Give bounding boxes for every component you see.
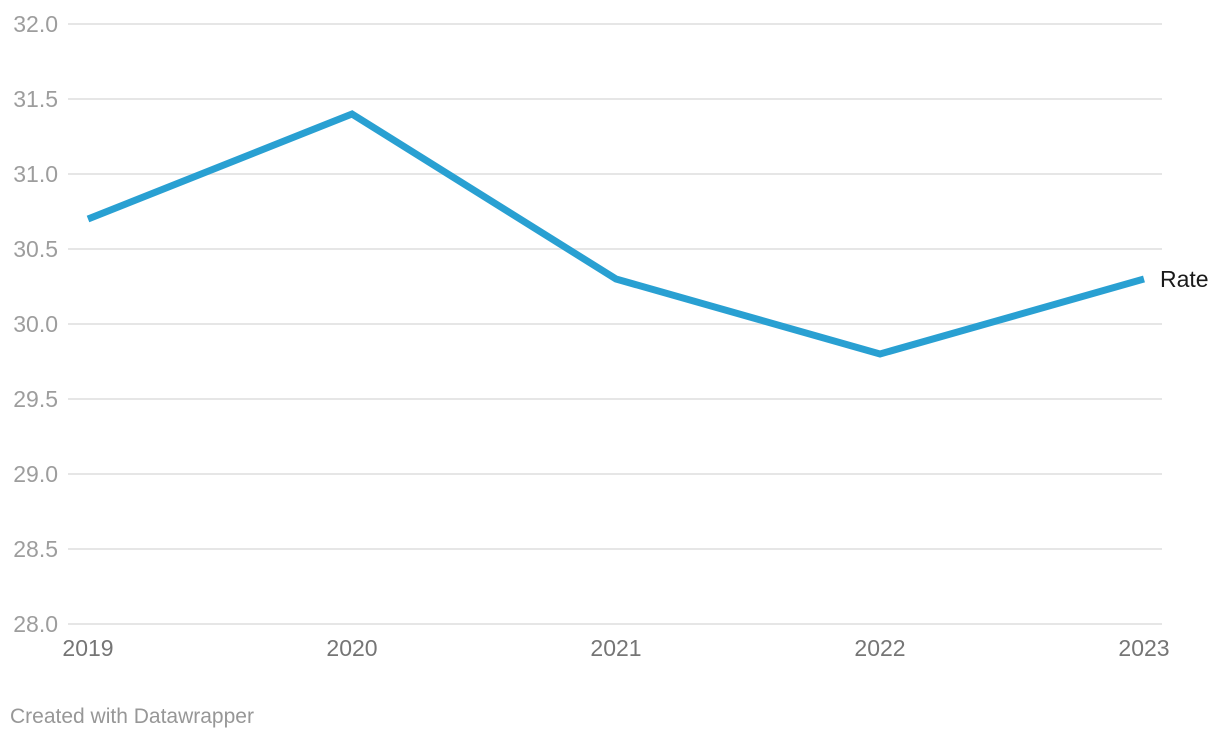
y-axis-tick-label: 30.5 (13, 236, 58, 262)
x-axis-tick-label: 2022 (854, 635, 905, 661)
x-axis-tick-label: 2023 (1118, 635, 1169, 661)
y-axis-tick-label: 28.0 (13, 611, 58, 637)
x-axis-tick-label: 2019 (62, 635, 113, 661)
line-series-rate (86, 110, 1145, 358)
series-label-rate: Rate (1160, 266, 1209, 292)
y-axis-tick-label: 28.5 (13, 536, 58, 562)
x-axis-tick-label: 2021 (590, 635, 641, 661)
y-axis-tick-label: 31.0 (13, 161, 58, 187)
chart-canvas: 32.0 31.5 31.0 30.5 30.0 29.5 29.0 28.5 28.02019… (13, 11, 1169, 661)
datawrapper-attribution-link[interactable]: Created with Datawrapper (10, 705, 254, 728)
y-axis-tick-label: 29.0 (13, 461, 58, 487)
y-axis-tick-label: 32.0 (13, 11, 58, 37)
x-axis-tick-label: 2020 (326, 635, 377, 661)
y-axis-tick-label: 29.5 (13, 386, 58, 412)
y-axis-tick-label: 30.0 (13, 311, 58, 337)
y-axis-tick-label: 31.5 (13, 86, 58, 112)
